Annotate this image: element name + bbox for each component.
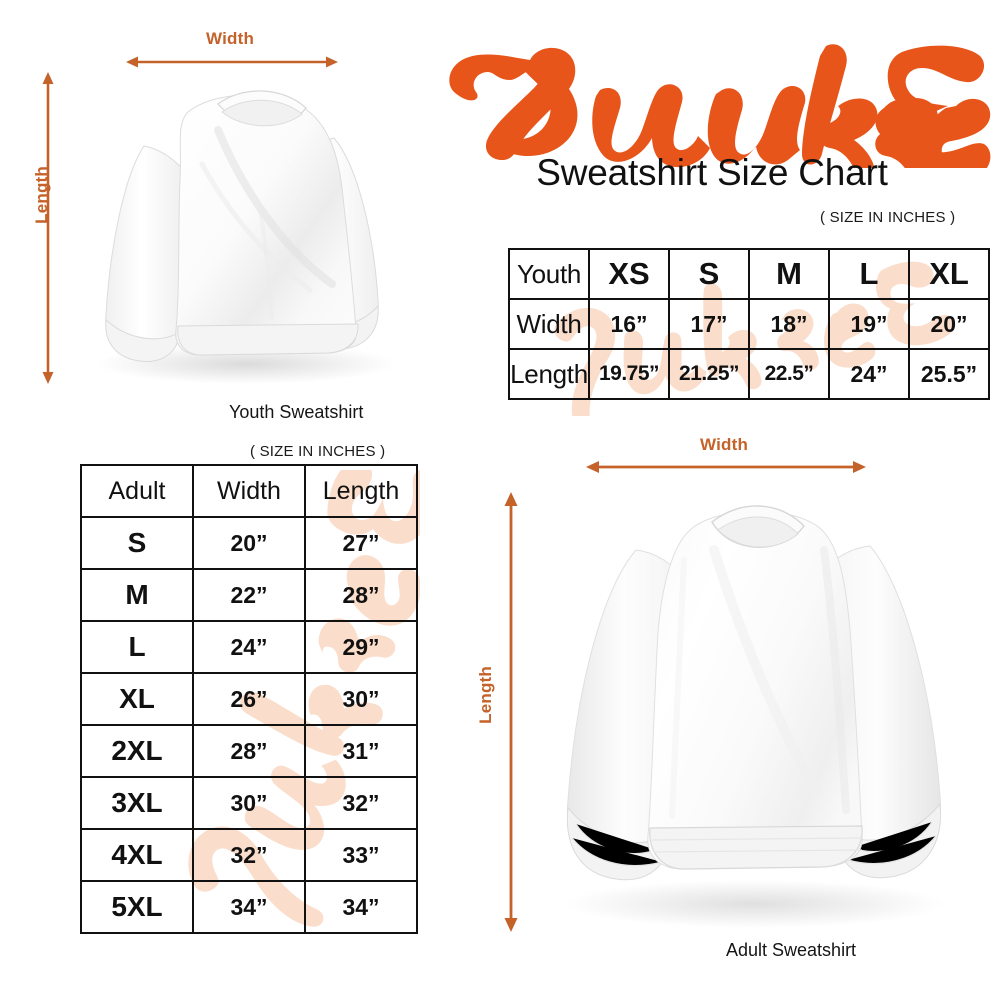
adult-length-arrow (503, 492, 519, 932)
youth-length-row-label: Length (508, 348, 590, 400)
adult-size-l: L (80, 620, 194, 674)
adult-length-4xl: 33” (304, 828, 418, 882)
youth-width-xl: 20” (908, 298, 990, 350)
adult-width-2xl: 28” (192, 724, 306, 778)
youth-width-m: 18” (748, 298, 830, 350)
youth-width-s: 17” (668, 298, 750, 350)
youth-size-l: L (828, 248, 910, 300)
page-title: Sweatshirt Size Chart (536, 152, 888, 193)
adult-width-xl: 26” (192, 672, 306, 726)
adult-inches-note: ( SIZE IN INCHES ) (250, 443, 386, 460)
youth-width-label: Width (206, 29, 255, 48)
adult-size-3xl: 3XL (80, 776, 194, 830)
adult-length-l: 29” (304, 620, 418, 674)
table-row: M 22” 28” (80, 568, 418, 622)
youth-sweatshirt-caption: Youth Sweatshirt (229, 402, 364, 422)
youth-width-xs: 16” (588, 298, 670, 350)
adult-size-m: M (80, 568, 194, 622)
table-row: Length 19.75” 21.25” 22.5” 24” 25.5” (508, 348, 990, 400)
adult-length-xl: 30” (304, 672, 418, 726)
adult-size-5xl: 5XL (80, 880, 194, 934)
adult-length-2xl: 31” (304, 724, 418, 778)
youth-size-m: M (748, 248, 830, 300)
table-row: 3XL 30” 32” (80, 776, 418, 830)
adult-size-xl: XL (80, 672, 194, 726)
table-row: 5XL 34” 34” (80, 880, 418, 934)
adult-width-3xl: 30” (192, 776, 306, 830)
adult-size-s: S (80, 516, 194, 570)
youth-sweatshirt-image (66, 68, 416, 388)
adult-width-m: 22” (192, 568, 306, 622)
adult-length-header: Length (304, 464, 418, 518)
youth-length-s: 21.25” (668, 348, 750, 400)
youth-length-m: 22.5” (748, 348, 830, 400)
youth-length-xs: 19.75” (588, 348, 670, 400)
table-row: 2XL 28” 31” (80, 724, 418, 778)
adult-sweatshirt-caption: Adult Sweatshirt (726, 940, 857, 960)
adult-header-cell: Adult (80, 464, 194, 518)
adult-length-s: 27” (304, 516, 418, 570)
youth-width-row-label: Width (508, 298, 590, 350)
adult-length-3xl: 32” (304, 776, 418, 830)
table-row: Youth XS S M L XL (508, 248, 990, 300)
brand-logo (432, 28, 992, 168)
youth-size-xs: XS (588, 248, 670, 300)
youth-length-arrow (41, 72, 55, 384)
adult-width-s: 20” (192, 516, 306, 570)
adult-size-table: Adult Width Length S 20” 27” M 22” 28” L… (80, 464, 418, 934)
table-row: Width 16” 17” 18” 19” 20” (508, 298, 990, 350)
adult-width-5xl: 34” (192, 880, 306, 934)
youth-width-arrow (126, 55, 338, 69)
youth-inches-note: ( SIZE IN INCHES ) (820, 209, 956, 226)
youth-width-l: 19” (828, 298, 910, 350)
adult-size-2xl: 2XL (80, 724, 194, 778)
adult-width-arrow (586, 460, 866, 474)
table-row: L 24” 29” (80, 620, 418, 674)
adult-length-label: Length (476, 666, 495, 724)
adult-size-4xl: 4XL (80, 828, 194, 882)
youth-size-table: Youth XS S M L XL Width 16” 17” 18” 19” … (508, 248, 990, 400)
table-row: XL 26” 30” (80, 672, 418, 726)
table-row: S 20” 27” (80, 516, 418, 570)
youth-size-xl: XL (908, 248, 990, 300)
youth-header-cell: Youth (508, 248, 590, 300)
youth-length-xl: 25.5” (908, 348, 990, 400)
adult-length-m: 28” (304, 568, 418, 622)
table-row: 4XL 32” 33” (80, 828, 418, 882)
youth-length-l: 24” (828, 348, 910, 400)
adult-width-label: Width (700, 435, 749, 454)
youth-size-s: S (668, 248, 750, 300)
adult-width-4xl: 32” (192, 828, 306, 882)
adult-width-l: 24” (192, 620, 306, 674)
adult-sweatshirt-image (540, 490, 970, 940)
table-row: Adult Width Length (80, 464, 418, 518)
adult-width-header: Width (192, 464, 306, 518)
adult-length-5xl: 34” (304, 880, 418, 934)
